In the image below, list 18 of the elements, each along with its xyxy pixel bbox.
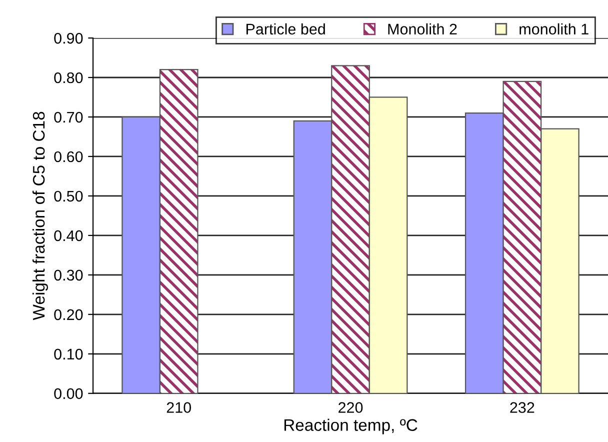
x-axis-title: Reaction temp, ºC: [284, 418, 418, 434]
y-tick-label: 0.50: [54, 190, 83, 202]
y-tick-label: 0.90: [54, 32, 83, 44]
x-tick-label: 210: [166, 402, 191, 413]
y-tick-label: 0.60: [54, 151, 83, 162]
x-tick-label: 232: [510, 402, 534, 413]
legend-label: Particle bed: [246, 23, 325, 35]
legend-label: monolith 1: [520, 23, 588, 35]
y-tick-label: 0.20: [54, 309, 83, 320]
y-tick-label: 0.00: [54, 388, 83, 400]
y-tick-label: 0.30: [54, 270, 83, 281]
y-tick-label: 0.70: [54, 112, 83, 123]
y-tick-label: 0.10: [54, 348, 83, 360]
y-tick-label: 0.80: [54, 72, 83, 84]
legend-label: Monolith 2: [388, 23, 457, 35]
y-tick-label: 0.40: [54, 230, 83, 242]
x-tick-label: 220: [338, 402, 363, 413]
y-axis-title: Weight fraction of C5 to C18: [32, 112, 48, 320]
